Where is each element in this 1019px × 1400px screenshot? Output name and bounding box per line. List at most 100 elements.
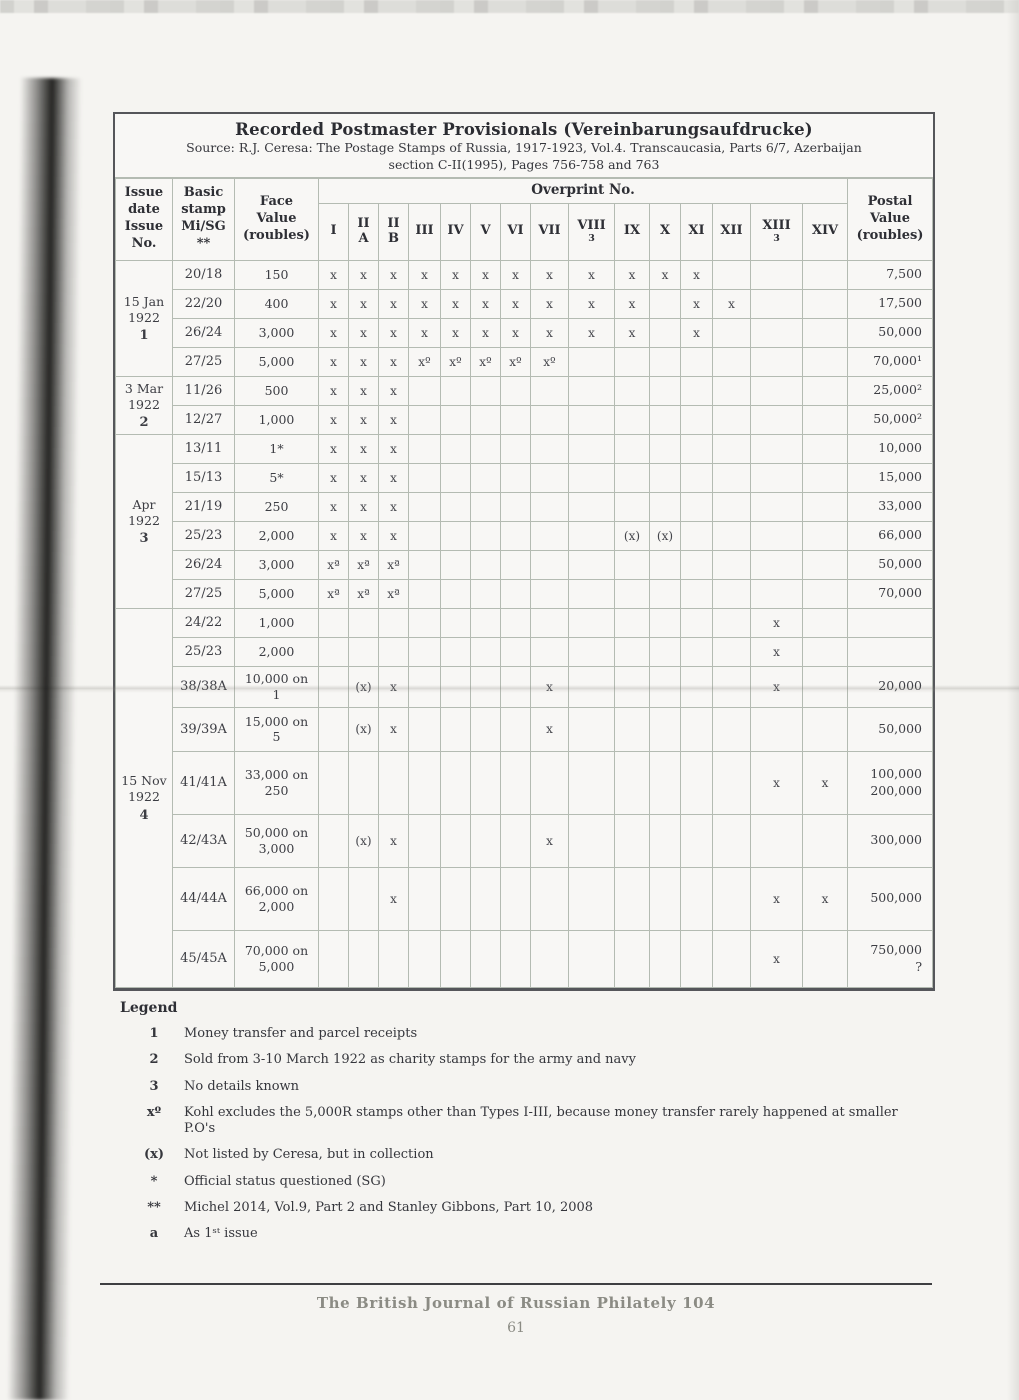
issue-group-cell: 3 Mar 1922 2 — [115, 375, 173, 435]
overprint-mark-cell: x — [500, 259, 531, 290]
postal-value-header: Postal Value (roubles) — [847, 177, 934, 261]
overprint-mark-cell — [408, 491, 441, 522]
overprint-mark-cell — [470, 750, 501, 815]
overprint-mark-cell — [712, 929, 751, 988]
overprint-mark-cell — [712, 375, 751, 406]
overprint-mark-cell — [470, 706, 501, 752]
overprint-mark-cell — [500, 375, 531, 406]
overprint-mark-cell — [470, 520, 501, 551]
postal-value-cell: 7,500 — [847, 259, 934, 290]
overprint-mark-cell — [712, 317, 751, 348]
overprint-mark-cell — [649, 549, 681, 580]
overprint-mark-cell: x — [614, 317, 650, 348]
overprint-col-header: I — [318, 202, 349, 261]
overprint-mark-cell — [408, 607, 441, 638]
issue-number: 2 — [139, 415, 149, 430]
basic-stamp-cell: 11/26 — [172, 375, 235, 406]
overprint-mark-cell — [530, 520, 569, 551]
legend-key: 2 — [149, 1052, 159, 1068]
overprint-mark-cell — [649, 929, 681, 988]
overprint-mark-cell — [680, 491, 713, 522]
basic-stamp-cell: 22/20 — [172, 288, 235, 319]
overprint-mark-cell — [440, 866, 471, 931]
basic-stamp-cell: 45/45A — [172, 929, 235, 988]
overprint-mark-cell: xº — [470, 346, 501, 377]
overprint-mark-cell: x — [348, 433, 379, 464]
issue-group-cell: Apr 1922 3 — [115, 433, 173, 609]
face-value-cell: 10,000 on 1 — [234, 665, 319, 708]
overprint-mark-cell — [318, 813, 349, 868]
overprint-mark-cell: xª — [378, 549, 409, 580]
overprint-mark-cell — [408, 462, 441, 493]
overprint-mark-cell — [318, 866, 349, 931]
face-value-cell: 70,000 on 5,000 — [234, 929, 319, 988]
overprint-mark-cell — [568, 404, 615, 435]
overprint-mark-cell — [408, 636, 441, 667]
overprint-mark-cell — [712, 346, 751, 377]
overprint-mark-cell — [614, 813, 650, 868]
overprint-mark-cell — [750, 259, 803, 290]
overprint-mark-cell — [318, 706, 349, 752]
overprint-mark-cell — [568, 929, 615, 988]
overprint-mark-cell: x — [470, 259, 501, 290]
overprint-mark-cell: (x) — [348, 706, 379, 752]
overprint-mark-cell — [801, 404, 849, 435]
binding-shadow-artifact — [7, 77, 82, 1400]
overprint-mark-cell: x — [801, 750, 849, 815]
overprint-mark-cell — [614, 866, 650, 931]
overprint-mark-cell — [614, 462, 650, 493]
overprint-mark-cell — [568, 665, 615, 708]
overprint-mark-cell — [680, 929, 713, 988]
overprint-col-header: XI — [680, 202, 713, 261]
basic-stamp-cell: 26/24 — [172, 549, 235, 580]
issue-number: 3 — [139, 531, 149, 546]
overprint-mark-cell: x — [408, 317, 441, 348]
overprint-mark-cell — [680, 813, 713, 868]
overprint-mark-cell: x — [530, 813, 569, 868]
overprint-mark-cell: xº — [530, 346, 569, 377]
overprint-mark-cell: x — [568, 288, 615, 319]
overprint-mark-cell — [801, 433, 849, 464]
overprint-mark-cell — [500, 813, 531, 868]
overprint-mark-cell: x — [408, 288, 441, 319]
overprint-mark-cell — [530, 636, 569, 667]
overprint-mark-cell: x — [378, 433, 409, 464]
face-value-cell: 5,000 — [234, 578, 319, 609]
overprint-mark-cell — [440, 578, 471, 609]
overprint-mark-cell — [568, 750, 615, 815]
overprint-mark-cell — [568, 491, 615, 522]
overprint-mark-cell — [614, 929, 650, 988]
basic-stamp-cell: 25/23 — [172, 520, 235, 551]
overprint-mark-cell: x — [378, 288, 409, 319]
table-row: 15 Nov 1922 4 24/22 1,000 x — [115, 607, 934, 988]
overprint-mark-cell — [712, 636, 751, 667]
face-value-cell: 3,000 — [234, 549, 319, 580]
overprint-mark-cell: x — [649, 259, 681, 290]
table-row: Apr 1922 3 13/11 1* x x x 10,000 — [115, 433, 934, 609]
overprint-mark-cell — [801, 462, 849, 493]
overprint-col-header: IV — [440, 202, 471, 261]
overprint-mark-cell: x — [440, 288, 471, 319]
overprint-mark-cell — [568, 375, 615, 406]
overprint-mark-cell — [649, 433, 681, 464]
overprint-mark-cell: (x) — [649, 520, 681, 551]
overprint-mark-cell: x — [348, 346, 379, 377]
overprint-mark-cell — [378, 929, 409, 988]
overprint-mark-cell: x — [470, 317, 501, 348]
overprint-mark-cell: x — [378, 462, 409, 493]
legend-text: Kohl excludes the 5,000R stamps other th… — [184, 1104, 898, 1136]
table-row: 25/23 2,000 x — [116, 636, 934, 667]
overprint-mark-cell — [568, 866, 615, 931]
overprint-mark-cell — [712, 549, 751, 580]
overprint-mark-cell: x — [680, 259, 713, 290]
overprint-mark-cell — [318, 929, 349, 988]
overprint-mark-cell — [500, 929, 531, 988]
table-row: 25/23 2,000 x x x (x) (x) 66,000 — [116, 520, 934, 551]
table-row: 3 Mar 1922 2 11/26 500 x x x 25,000² — [115, 375, 934, 435]
overprint-mark-cell — [470, 375, 501, 406]
overprint-mark-cell — [680, 750, 713, 815]
overprint-mark-cell: xª — [348, 578, 379, 609]
overprint-mark-cell — [712, 433, 751, 464]
overprint-mark-cell — [530, 491, 569, 522]
overprint-mark-cell — [348, 750, 379, 815]
